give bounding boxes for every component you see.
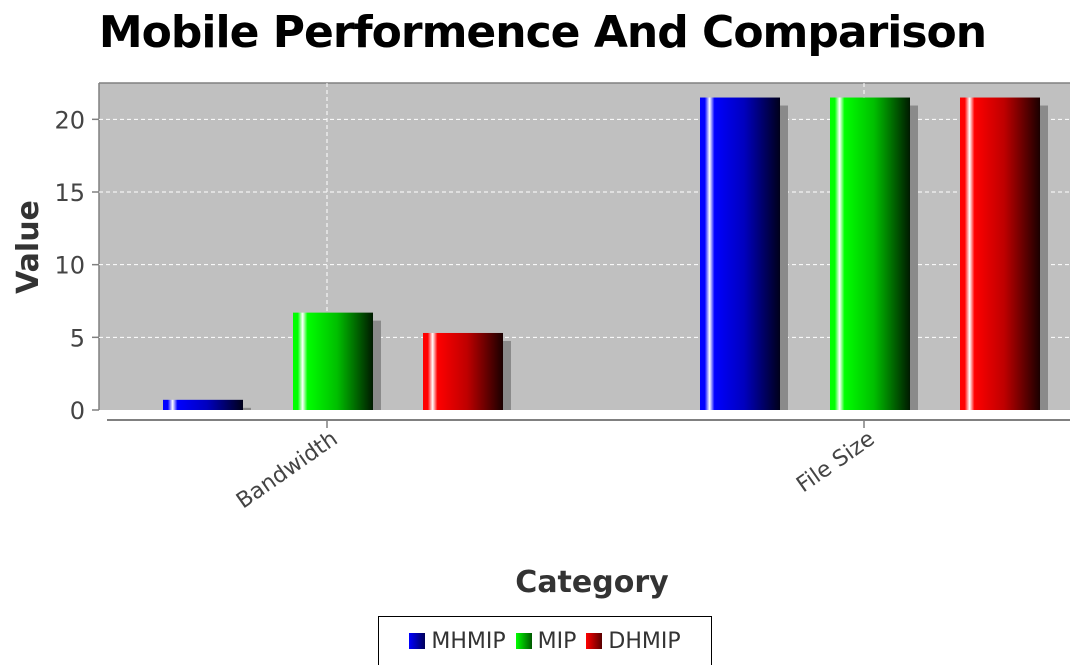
x-tick-label: File Size	[792, 426, 879, 498]
bar-mhmip-file-size	[700, 97, 780, 411]
bar-mip-bandwidth	[293, 312, 373, 410]
x-tick-label: Bandwidth	[232, 426, 342, 514]
legend-swatch	[515, 633, 532, 649]
x-axis-ticks: Bandwidth File Size	[232, 420, 879, 514]
bar-mhmip-bandwidth	[163, 399, 243, 410]
y-tick-label: 15	[54, 179, 85, 207]
legend-swatch	[586, 633, 603, 649]
plot-area	[99, 83, 1070, 410]
legend-item-dhmip: DHMIP	[586, 628, 681, 654]
legend-label: MHMIP	[431, 628, 506, 654]
bar-mip-file-size	[830, 97, 910, 411]
y-axis-label: Value	[11, 200, 46, 294]
bar-dhmip-bandwidth	[423, 332, 503, 410]
bar-dhmip-file-size	[960, 97, 1040, 411]
chart-title: Mobile Performence And Comparison	[98, 7, 987, 58]
y-tick-label: 10	[54, 252, 85, 280]
x-axis-label: Category	[515, 565, 669, 600]
y-tick-label: 5	[70, 324, 85, 352]
gridlines	[99, 83, 1070, 410]
y-tick-label: 20	[54, 106, 85, 134]
legend-item-mhmip: MHMIP	[409, 628, 506, 654]
y-axis-ticks: 0 5 10 15 20	[54, 106, 99, 425]
bars-group	[163, 97, 1048, 411]
legend: MHMIP MIP DHMIP	[378, 616, 712, 665]
legend-label: DHMIP	[608, 628, 681, 654]
legend-label: MIP	[537, 628, 577, 654]
legend-swatch	[409, 633, 426, 649]
y-tick-label: 0	[70, 397, 85, 425]
legend-item-mip: MIP	[515, 628, 577, 654]
